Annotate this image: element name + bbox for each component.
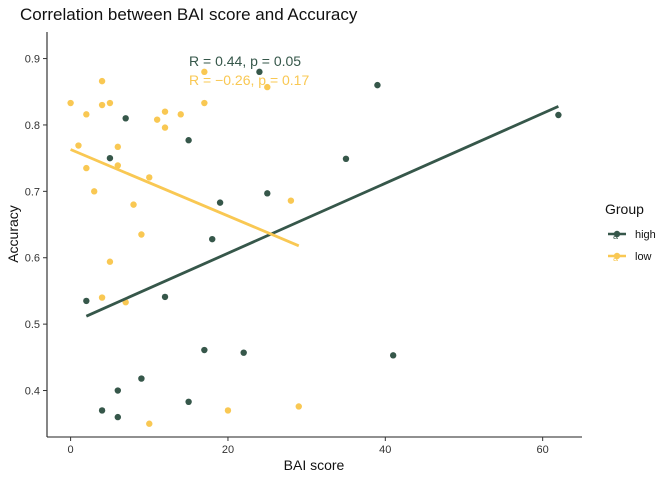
y-tick-label: 0.7 — [25, 186, 40, 198]
correlation-annotation-high: R = 0.44, p = 0.05 — [189, 53, 301, 69]
point-high — [256, 68, 263, 76]
fit-line-high — [85, 105, 559, 318]
point-low — [138, 231, 145, 238]
point-high — [240, 349, 247, 356]
legend-dot-high — [613, 230, 621, 238]
point-low — [114, 143, 122, 151]
point-low — [224, 407, 232, 414]
chart-title: Correlation between BAI score and Accura… — [20, 5, 358, 24]
point-low — [98, 294, 106, 301]
y-tick-label: 0.8 — [25, 120, 40, 132]
point-low — [153, 116, 161, 123]
point-low — [287, 197, 295, 204]
point-low — [91, 188, 98, 195]
legend-title: Group — [605, 201, 644, 217]
point-low — [161, 108, 169, 115]
point-high — [555, 111, 562, 119]
point-low — [177, 111, 184, 118]
point-low — [83, 164, 90, 172]
x-tick-label: 40 — [379, 444, 391, 456]
point-high — [216, 199, 224, 206]
point-high — [138, 375, 145, 382]
legend-glyph-low: a — [613, 253, 618, 263]
point-low — [295, 403, 302, 410]
legend-glyph-high: a — [613, 231, 618, 241]
point-low — [146, 174, 153, 181]
point-high — [114, 387, 122, 394]
point-high — [114, 413, 122, 421]
point-low — [114, 162, 122, 169]
point-low — [264, 83, 271, 91]
point-high — [122, 115, 129, 122]
point-high — [389, 352, 397, 359]
legend-item-low: a low — [608, 251, 652, 263]
point-low — [130, 201, 137, 208]
point-high — [83, 297, 90, 305]
point-low — [201, 68, 208, 76]
point-low — [106, 258, 114, 265]
point-low — [75, 142, 82, 149]
point-low — [201, 99, 208, 107]
y-axis-ticks: 0.4 0.5 0.6 0.7 0.8 0.9 — [25, 54, 47, 398]
point-high — [106, 154, 114, 162]
legend-label-high: high — [635, 229, 656, 241]
point-low — [161, 124, 169, 131]
y-tick-label: 0.5 — [25, 319, 40, 331]
point-high — [201, 346, 208, 354]
point-high — [185, 398, 192, 406]
x-axis-ticks: 0 20 40 60 — [68, 437, 549, 456]
point-high — [185, 137, 192, 144]
y-tick-label: 0.4 — [25, 386, 40, 398]
point-low — [106, 99, 114, 107]
y-tick-label: 0.9 — [25, 54, 40, 66]
point-low — [146, 420, 153, 427]
point-high — [374, 81, 381, 89]
x-axis-title: BAI score — [284, 457, 345, 473]
legend-dot-low — [613, 252, 621, 260]
point-low — [67, 99, 74, 107]
point-low — [83, 111, 90, 118]
fit-line-low — [70, 148, 300, 248]
point-high — [98, 407, 106, 414]
plot-area — [67, 68, 562, 427]
y-tick-label: 0.6 — [25, 253, 40, 265]
point-high — [161, 293, 169, 301]
point-high — [342, 155, 350, 163]
point-high — [264, 190, 271, 197]
legend-label-low: low — [635, 251, 652, 263]
x-tick-label: 20 — [222, 444, 234, 456]
point-low — [98, 77, 106, 85]
x-tick-label: 0 — [68, 444, 74, 456]
y-axis-title: Accuracy — [5, 205, 21, 263]
x-tick-label: 60 — [537, 444, 549, 456]
correlation-annotation-low: R = −0.26, p = 0.17 — [189, 72, 309, 88]
point-high — [209, 235, 216, 243]
legend-item-high: a high — [608, 229, 656, 241]
point-low — [98, 101, 106, 109]
legend: Group a high a low — [605, 201, 656, 263]
